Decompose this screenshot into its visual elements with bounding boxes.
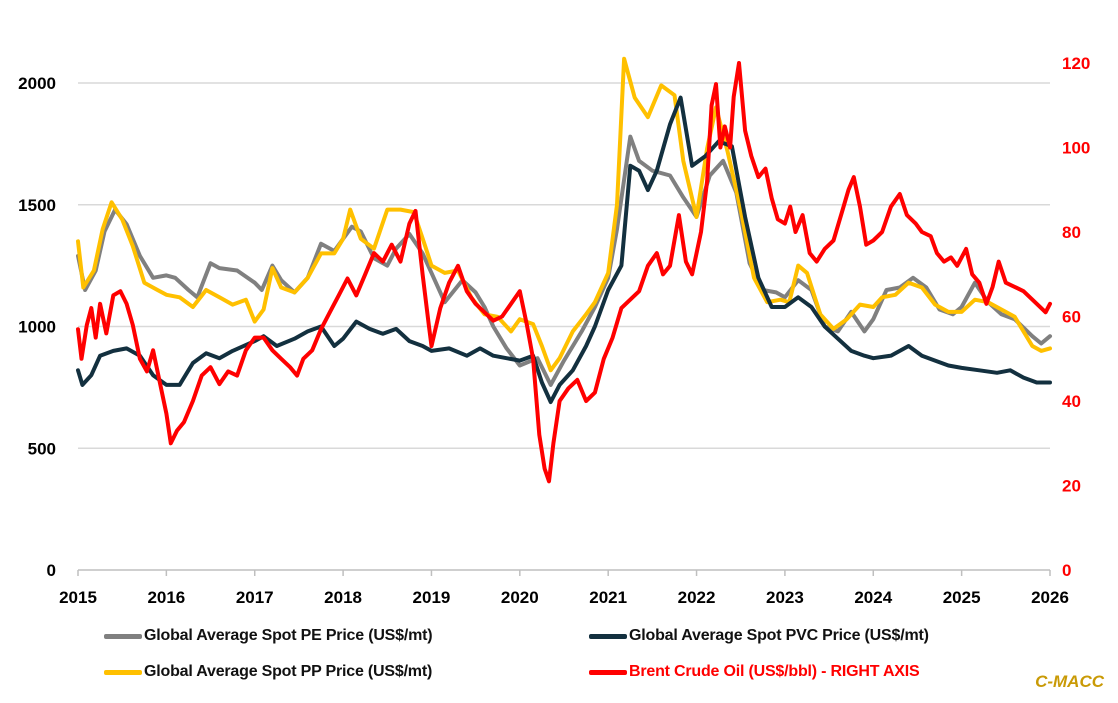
y-left-tick-label: 1500 xyxy=(18,196,56,215)
x-tick-label: 2026 xyxy=(1031,588,1069,607)
tick-labels: 0 500 1000 1500 2000 0 20 40 60 80 100 120 2015 2016 2… xyxy=(18,54,1090,607)
gridlines xyxy=(78,82,1050,449)
y-right-tick-label: 120 xyxy=(1062,54,1090,73)
x-tick-label: 2016 xyxy=(147,588,185,607)
series-line-global-average-spot-pvc-price-us-mt xyxy=(76,95,1052,404)
y-left-tick-label: 0 xyxy=(47,561,56,580)
x-tick-label: 2018 xyxy=(324,588,362,607)
y-right-tick-label: 100 xyxy=(1062,139,1090,158)
y-right-tick-label: 20 xyxy=(1062,477,1081,496)
y-right-tick-label: 60 xyxy=(1062,308,1081,327)
series-line-global-average-spot-pp-price-us-mt xyxy=(76,56,1052,373)
x-tick-label: 2025 xyxy=(943,588,981,607)
series-lines xyxy=(76,56,1052,484)
x-tick-label: 2015 xyxy=(59,588,97,607)
x-tick-label: 2024 xyxy=(854,588,892,607)
x-tick-label: 2017 xyxy=(236,588,274,607)
y-right-tick-label: 80 xyxy=(1062,223,1081,242)
x-tick-label: 2022 xyxy=(678,588,716,607)
y-left-tick-label: 2000 xyxy=(18,74,56,93)
series-line-brent-crude-oil-us-bbl-right-axis xyxy=(76,61,1052,484)
axes xyxy=(77,569,1051,576)
y-right-tick-label: 0 xyxy=(1062,561,1071,580)
x-tick-label: 2019 xyxy=(413,588,451,607)
y-left-tick-label: 1000 xyxy=(18,318,56,337)
y-left-tick-label: 500 xyxy=(28,439,56,458)
x-tick-label: 2023 xyxy=(766,588,804,607)
watermark-logo: C-MACC xyxy=(1035,672,1104,691)
x-tick-label: 2020 xyxy=(501,588,539,607)
x-tick-label: 2021 xyxy=(589,588,627,607)
y-right-tick-label: 40 xyxy=(1062,392,1081,411)
